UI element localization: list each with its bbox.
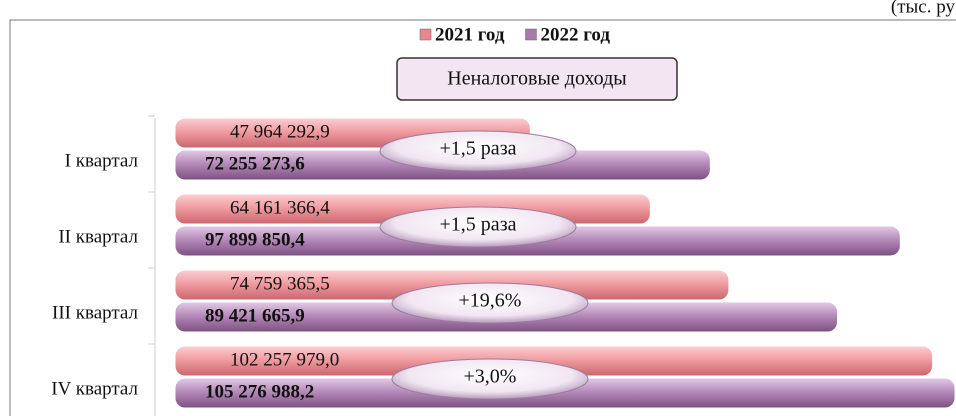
annotation: +1,5 раза [440, 138, 517, 160]
value-label: 97 899 850,4 [205, 229, 305, 250]
legend-swatch [525, 28, 537, 41]
annotation: +3,0% [464, 366, 517, 388]
y-tick-label: IV квартал [51, 378, 138, 399]
value-label: 102 257 979,0 [230, 349, 339, 370]
value-label: 74 759 365,5 [230, 273, 330, 294]
y-tick-label: I квартал [65, 150, 139, 171]
annotation: +1,5 раза [440, 214, 517, 236]
annotation: +19,6% [459, 290, 522, 312]
value-label: 64 161 366,4 [230, 197, 330, 218]
annotation-bubble [379, 130, 577, 172]
chart-title: Неналоговые доходы [447, 68, 626, 90]
legend-swatch [419, 28, 432, 41]
annotation-bubble [391, 282, 589, 324]
y-tick-label: II квартал [58, 226, 138, 247]
unit-note: (тыс. ру [891, 0, 956, 17]
title-box [396, 57, 678, 101]
annotation-bubble [391, 358, 589, 400]
value-label: 105 276 988,2 [205, 381, 314, 402]
legend-label: 2021 год [435, 24, 505, 45]
legend-label: 2022 год [540, 24, 610, 45]
annotation-bubble [379, 206, 577, 248]
value-label: 89 421 665,9 [205, 305, 305, 326]
value-label: 72 255 273,6 [205, 153, 305, 174]
value-label: 47 964 292,9 [230, 121, 330, 142]
plot-frame [9, 19, 956, 416]
y-tick-label: III квартал [52, 302, 139, 323]
